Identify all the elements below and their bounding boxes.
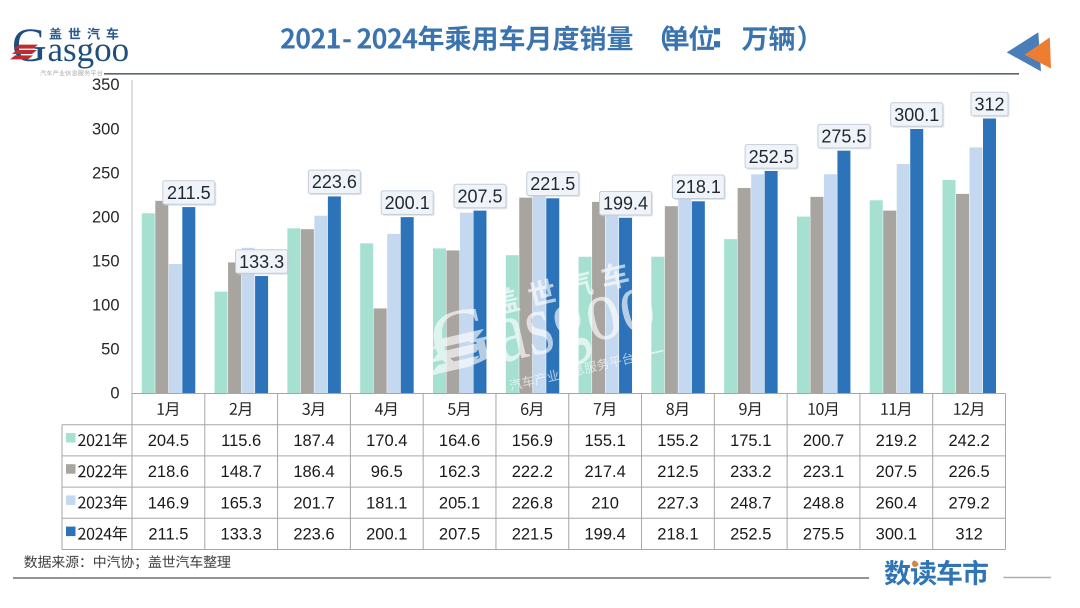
svg-text:223.1: 223.1 bbox=[803, 463, 844, 481]
svg-text:164.6: 164.6 bbox=[439, 432, 480, 450]
svg-text:207.5: 207.5 bbox=[457, 186, 502, 206]
svg-text:226.8: 226.8 bbox=[512, 494, 553, 512]
svg-text:218.1: 218.1 bbox=[676, 177, 721, 197]
svg-text:148.7: 148.7 bbox=[221, 463, 262, 481]
svg-text:155.2: 155.2 bbox=[657, 432, 698, 450]
svg-text:156.9: 156.9 bbox=[512, 432, 553, 450]
svg-text:187.4: 187.4 bbox=[293, 432, 334, 450]
svg-text:300.1: 300.1 bbox=[876, 526, 917, 544]
svg-text:200.1: 200.1 bbox=[385, 193, 430, 213]
svg-text:199.4: 199.4 bbox=[603, 194, 648, 214]
svg-text:233.2: 233.2 bbox=[730, 463, 771, 481]
svg-text:211.5: 211.5 bbox=[167, 183, 211, 203]
svg-text:221.5: 221.5 bbox=[512, 526, 553, 544]
svg-text:207.5: 207.5 bbox=[876, 463, 917, 481]
svg-text:350: 350 bbox=[92, 76, 120, 94]
svg-text:200: 200 bbox=[92, 208, 120, 226]
svg-text:223.6: 223.6 bbox=[293, 526, 334, 544]
svg-text:155.1: 155.1 bbox=[585, 432, 626, 450]
svg-text:312: 312 bbox=[955, 526, 983, 544]
svg-text:222.2: 222.2 bbox=[512, 463, 553, 481]
svg-text:279.2: 279.2 bbox=[948, 494, 989, 512]
svg-text:204.5: 204.5 bbox=[148, 432, 189, 450]
svg-text:252.5: 252.5 bbox=[730, 526, 771, 544]
svg-text:181.1: 181.1 bbox=[366, 494, 407, 512]
svg-text:175.1: 175.1 bbox=[730, 432, 771, 450]
svg-text:96.5: 96.5 bbox=[371, 463, 403, 481]
svg-text:226.5: 226.5 bbox=[948, 463, 989, 481]
svg-text:217.4: 217.4 bbox=[585, 463, 626, 481]
svg-text:212.5: 212.5 bbox=[657, 463, 698, 481]
svg-text:218.1: 218.1 bbox=[657, 526, 698, 544]
svg-text:50: 50 bbox=[101, 341, 119, 359]
svg-text:242.2: 242.2 bbox=[948, 432, 989, 450]
svg-text:115.6: 115.6 bbox=[221, 432, 261, 450]
svg-text:162.3: 162.3 bbox=[439, 463, 480, 481]
svg-text:165.3: 165.3 bbox=[221, 494, 262, 512]
svg-text:210: 210 bbox=[591, 494, 619, 512]
svg-text:275.5: 275.5 bbox=[821, 126, 866, 146]
svg-text:170.4: 170.4 bbox=[366, 432, 407, 450]
svg-text:199.4: 199.4 bbox=[585, 526, 626, 544]
svg-text:211.5: 211.5 bbox=[148, 526, 188, 544]
svg-text:207.5: 207.5 bbox=[439, 526, 480, 544]
svg-text:227.3: 227.3 bbox=[657, 494, 698, 512]
svg-text:133.3: 133.3 bbox=[221, 526, 262, 544]
svg-text:200.7: 200.7 bbox=[803, 432, 844, 450]
svg-text:300.1: 300.1 bbox=[894, 105, 939, 125]
svg-text:133.3: 133.3 bbox=[239, 252, 284, 272]
svg-text:201.7: 201.7 bbox=[293, 494, 334, 512]
svg-text:150: 150 bbox=[92, 253, 120, 271]
svg-text:221.5: 221.5 bbox=[530, 174, 575, 194]
svg-text:186.4: 186.4 bbox=[293, 463, 334, 481]
svg-text:100: 100 bbox=[92, 297, 120, 315]
svg-text:250: 250 bbox=[92, 164, 120, 182]
svg-text:205.1: 205.1 bbox=[439, 494, 480, 512]
svg-text:260.4: 260.4 bbox=[876, 494, 917, 512]
svg-text:219.2: 219.2 bbox=[876, 432, 917, 450]
svg-text:248.8: 248.8 bbox=[803, 494, 844, 512]
svg-text:248.7: 248.7 bbox=[730, 494, 771, 512]
svg-text:300: 300 bbox=[92, 120, 120, 138]
svg-text:200.1: 200.1 bbox=[366, 526, 407, 544]
svg-text:0: 0 bbox=[110, 385, 119, 403]
svg-text:223.6: 223.6 bbox=[312, 172, 357, 192]
svg-text:252.5: 252.5 bbox=[749, 147, 794, 167]
svg-text:146.9: 146.9 bbox=[148, 494, 189, 512]
svg-text:asgoo: asgoo bbox=[48, 30, 130, 69]
svg-text:312: 312 bbox=[974, 94, 1004, 114]
svg-text:275.5: 275.5 bbox=[803, 526, 844, 544]
svg-text:218.6: 218.6 bbox=[148, 463, 189, 481]
